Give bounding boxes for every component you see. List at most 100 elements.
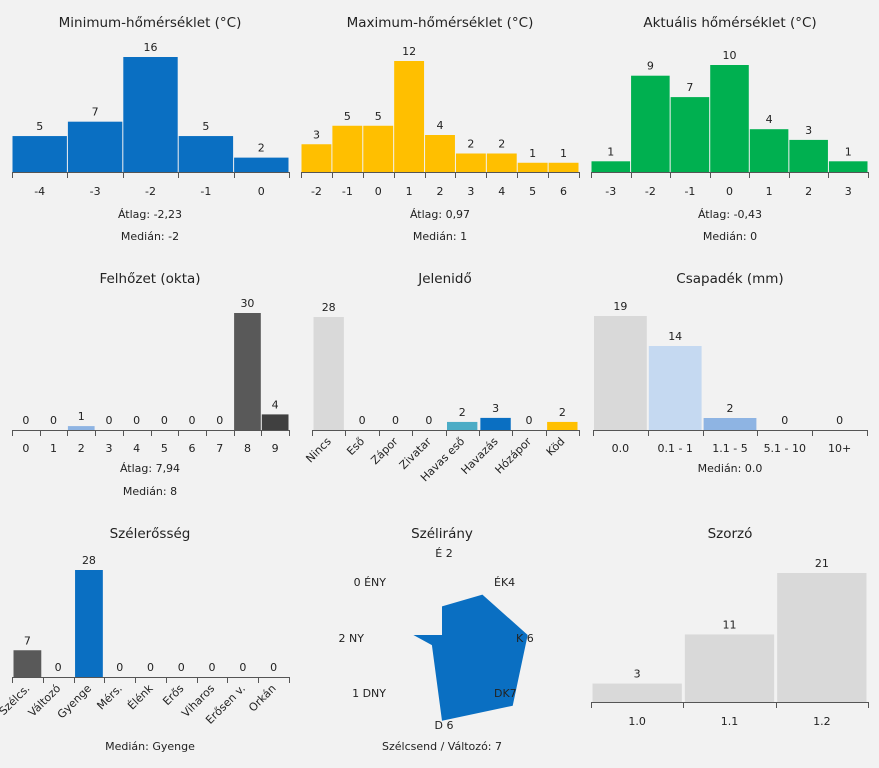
min-tick-label: -1 [200,185,211,198]
cloud-tick-label: 5 [161,442,168,455]
max-title: Maximum-hőmérséklet (°C) [347,15,534,31]
max-tick-label: 0 [375,185,382,198]
cloud-value-label: 0 [105,414,112,427]
cloud-value-label: 0 [216,414,223,427]
act-bar [828,161,868,172]
act-title: Aktuális hőmérséklet (°C) [643,15,816,31]
max-bar [394,61,425,172]
max-value-label: 3 [313,128,320,141]
max-stat: Medián: 1 [413,230,467,243]
max-bar [486,153,517,172]
act-tick-label: -3 [605,185,616,198]
act-value-label: 7 [686,81,693,94]
cloud-stat: Átlag: 7,94 [120,462,180,475]
mult-value-label: 21 [815,557,829,570]
wind-tick-label: Orkán [246,682,279,715]
cloud-tick-label: 2 [78,442,85,455]
max-value-label: 12 [402,45,416,58]
max-value-label: 2 [467,138,474,151]
min-stat: Átlag: -2,23 [118,208,182,221]
min-bar [178,136,234,172]
wind-stat: Medián: Gyenge [105,740,195,753]
max-value-label: 4 [437,119,444,132]
act-tick-label: -1 [684,185,695,198]
max-tick-label: 2 [437,185,444,198]
max-stat: Átlag: 0,97 [410,208,470,221]
mult-bar [777,573,867,702]
min-title: Minimum-hőmérséklet (°C) [59,15,242,31]
act-bar [670,97,710,172]
min-bar [123,57,178,172]
act-stat: Átlag: -0,43 [698,208,762,221]
mult-chart: Szorzó 3 11 21 1.0 1.1 1.2 [591,526,869,728]
weather-value-label: 2 [559,406,566,419]
cloud-value-label: 0 [50,414,57,427]
min-chart: Minimum-hőmérséklet (°C) 5 7 16 5 2 -4 -3 -2 -1 0 Á… [12,15,290,243]
cloud-stat: Medián: 8 [123,485,177,498]
act-bar [631,75,670,172]
weather-value-label: 0 [425,414,432,427]
direction-axis-label: 0 ÉNY [354,576,387,589]
cloud-value-label: 4 [272,398,279,411]
precip-value-label: 0 [836,414,843,427]
wind-value-label: 0 [55,661,62,674]
mult-value-label: 3 [634,668,641,681]
max-tick-label: -1 [342,185,353,198]
direction-axis-label: D 6 [435,719,454,732]
wind-bar [75,570,103,677]
min-stat: Medián: -2 [121,230,179,243]
act-bar [749,129,789,172]
act-stat: Medián: 0 [703,230,757,243]
weather-tick-label: Zápor [368,435,401,468]
weather-tick-label: Köd [544,435,568,459]
weather-tick-label: Eső [344,435,367,458]
min-bar [12,136,67,172]
min-tick-label: -3 [90,185,101,198]
mult-tick-label: 1.0 [628,715,646,728]
direction-title: Szélirány [411,526,473,542]
wind-tick-label: Mérs. [94,682,124,712]
cloud-value-label: 0 [133,414,140,427]
mult-bar [592,683,682,702]
min-value-label: 2 [258,142,265,155]
weather-bar [447,421,478,430]
act-tick-label: 0 [726,185,733,198]
mult-bar [684,634,775,702]
max-bar [301,144,332,172]
max-value-label: 2 [498,138,505,151]
precip-title: Csapadék (mm) [676,271,783,287]
wind-tick-label: Erős [160,682,186,708]
weather-value-label: 28 [322,301,336,314]
max-value-label: 1 [529,147,536,160]
cloud-tick-label: 8 [244,442,251,455]
weather-value-label: 2 [459,406,466,419]
min-bar [67,121,123,172]
act-chart: Aktuális hőmérséklet (°C) 1 9 7 10 4 3 1 -3 -2 -1 0… [591,15,869,243]
direction-axis-label: K 6 [516,632,534,645]
min-tick-label: -2 [145,185,156,198]
precip-tick-label: 5.1 - 10 [764,442,806,455]
wind-title: Szélerősség [110,526,191,542]
cloud-value-label: 1 [78,410,85,423]
cloud-value-label: 30 [240,297,254,310]
precip-value-label: 2 [727,402,734,415]
max-bar [517,162,548,172]
cloud-value-label: 0 [161,414,168,427]
wind-tick-label: Gyenge [55,682,94,721]
cloud-bar [67,426,95,430]
cloud-tick-label: 3 [105,442,112,455]
max-value-label: 5 [375,110,382,123]
act-value-label: 10 [723,49,737,62]
weather-bar [313,317,344,430]
weather-tick-label: Hózápor [493,435,535,477]
precip-bar [703,418,757,430]
act-value-label: 4 [766,113,773,126]
act-bar [591,161,631,172]
direction-axis-label: É 2 [435,547,452,560]
max-bar [455,153,486,172]
max-value-label: 1 [560,147,567,160]
